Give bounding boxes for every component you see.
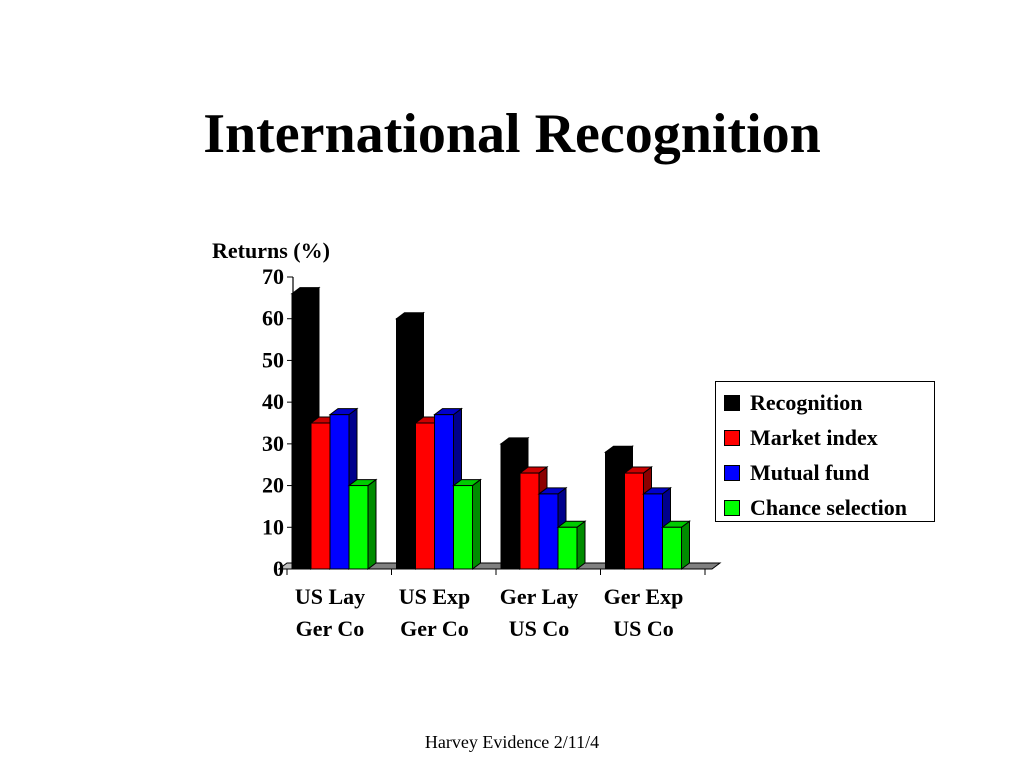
y-tick-label: 70 [262,264,284,289]
y-tick-label: 20 [262,473,284,498]
slide-title: International Recognition [203,103,821,165]
bar-chance-selection [347,478,378,570]
y-tick-label: 40 [262,389,284,414]
y-tick-label: 50 [262,347,284,372]
legend-label: Recognition [750,390,863,415]
slide-footer: Harvey Evidence 2/11/4 [424,732,600,752]
chart-bars [290,286,691,570]
legend-item-recognition: Recognition [724,390,934,415]
y-tick-label: 0 [273,556,284,581]
bar-chance-selection [661,520,691,570]
x-tick-label: US Co [509,616,570,641]
y-axis-label: Returns (%) [212,238,330,263]
legend-swatch [724,465,740,481]
legend-label: Chance selection [750,495,908,520]
x-tick-label: US Exp [399,584,471,609]
legend-label: Market index [750,425,878,450]
legend-label: Mutual fund [750,460,870,485]
legend-swatch [724,500,740,516]
y-tick-label: 30 [262,431,284,456]
x-tick-label: US Co [613,616,674,641]
bar-chance-selection [452,478,482,570]
bar-chance-selection [556,520,587,570]
legend-item-chance-selection: Chance selection [724,495,934,520]
legend-swatch [724,430,740,446]
x-tick-label: Ger Lay [500,584,578,609]
x-tick-label: Ger Co [296,616,365,641]
x-tick-label: US Lay [295,584,365,609]
chart-legend: Recognition Market index Mutual fund Chance… [715,381,935,522]
y-tick-label: 10 [262,514,284,539]
legend-item-market-index: Market index [724,425,934,450]
x-tick-label: Ger Co [400,616,469,641]
x-tick-labels: US Lay Ger Co US Exp Ger Co Ger Lay US Co Ger … [295,584,683,641]
legend-item-mutual-fund: Mutual fund [724,460,934,485]
legend-swatch [724,395,740,411]
x-tick-label: Ger Exp [604,584,684,609]
y-tick-label: 60 [262,306,284,331]
